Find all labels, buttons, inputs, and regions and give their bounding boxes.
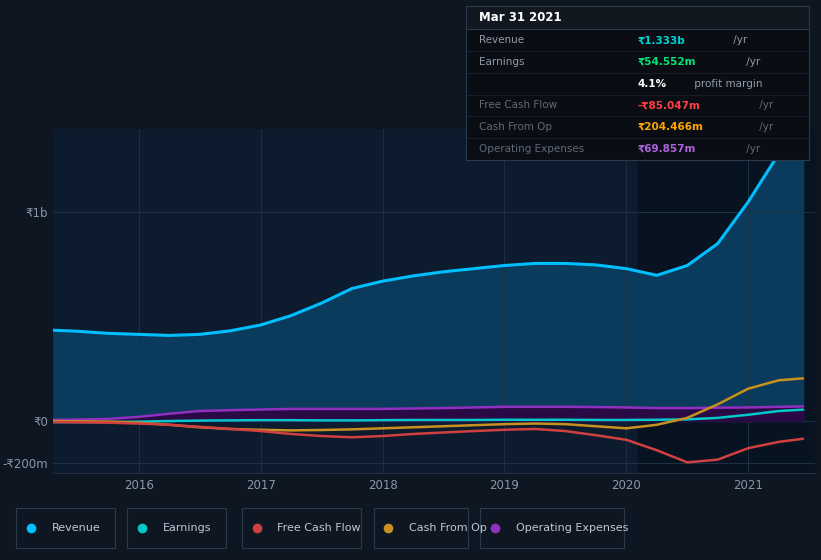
- Text: 4.1%: 4.1%: [637, 79, 666, 88]
- Text: profit margin: profit margin: [691, 79, 763, 88]
- Text: Cash From Op: Cash From Op: [409, 523, 487, 533]
- Text: /yr: /yr: [756, 100, 773, 110]
- Text: Operating Expenses: Operating Expenses: [516, 523, 628, 533]
- Text: /yr: /yr: [743, 57, 760, 67]
- Text: Free Cash Flow: Free Cash Flow: [277, 523, 361, 533]
- Bar: [639, 129, 815, 473]
- Text: ₹54.552m: ₹54.552m: [637, 57, 695, 67]
- Text: /yr: /yr: [743, 144, 760, 154]
- Text: Revenue: Revenue: [52, 523, 100, 533]
- Text: /yr: /yr: [730, 35, 747, 45]
- Text: Cash From Op: Cash From Op: [479, 122, 553, 132]
- Text: Mar 31 2021: Mar 31 2021: [479, 11, 562, 24]
- Text: Free Cash Flow: Free Cash Flow: [479, 100, 557, 110]
- Text: /yr: /yr: [756, 122, 773, 132]
- Text: Earnings: Earnings: [479, 57, 525, 67]
- Text: Revenue: Revenue: [479, 35, 525, 45]
- Text: ₹69.857m: ₹69.857m: [637, 144, 695, 154]
- Text: Earnings: Earnings: [163, 523, 211, 533]
- Text: Operating Expenses: Operating Expenses: [479, 144, 585, 154]
- Text: ₹204.466m: ₹204.466m: [637, 122, 703, 132]
- Bar: [466, 6, 809, 30]
- Text: ₹1.333b: ₹1.333b: [637, 35, 685, 45]
- Text: -₹85.047m: -₹85.047m: [637, 100, 700, 110]
